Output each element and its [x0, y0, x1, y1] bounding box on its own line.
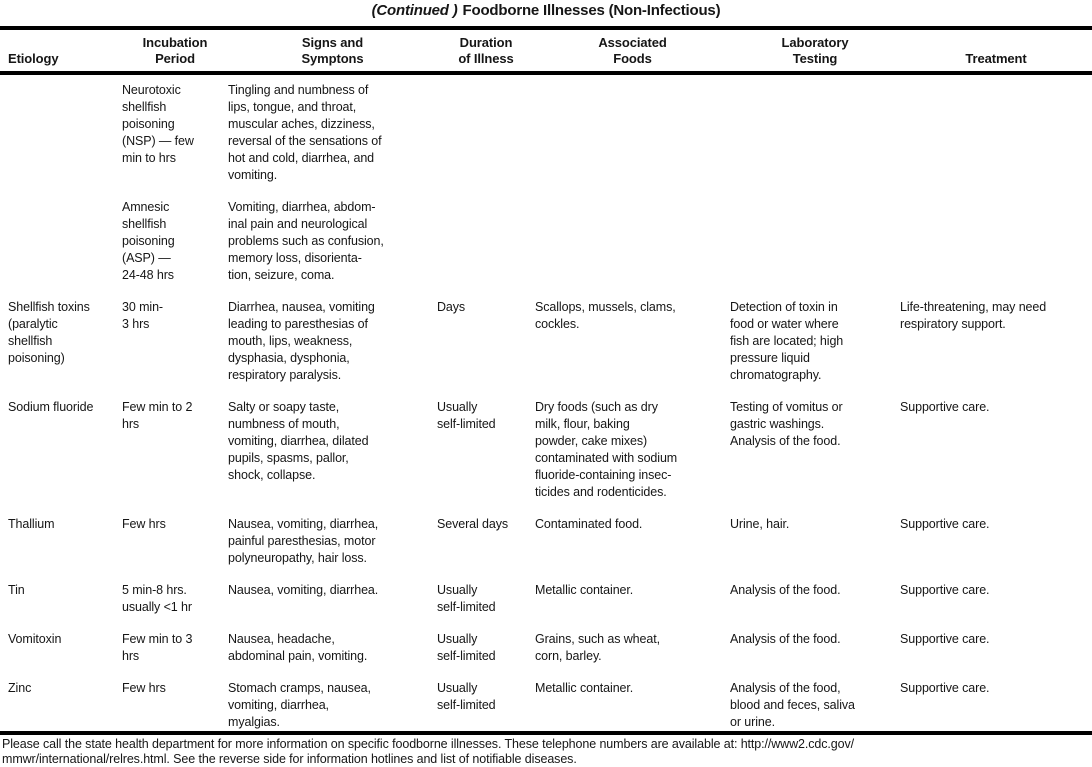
cell-incubation-period: Few min to 3 hrs — [122, 632, 193, 663]
table-row-amnesic-shellfish-poisoning: Amnesic shellfish poisoning (ASP) — 24-4… — [0, 199, 1092, 299]
table-body: Neurotoxic shellfish poisoning (NSP) — f… — [0, 75, 1092, 731]
column-header-laboratory-testing: Laboratory Testing — [781, 35, 849, 66]
cell-incubation-period: 5 min-8 hrs. usually <1 hr — [122, 583, 192, 614]
cell-incubation-period: Amnesic shellfish poisoning (ASP) — 24-4… — [122, 200, 175, 282]
cell-treatment: Supportive care. — [900, 583, 990, 597]
cell-treatment: Life-threatening, may need respiratory s… — [900, 300, 1047, 331]
cell-duration-of-illness: Usually self-limited — [437, 681, 496, 712]
column-header-incubation-period: Incubation Period — [142, 35, 208, 66]
cell-duration-of-illness — [437, 82, 535, 184]
cell-associated-foods: Grains, such as wheat, corn, barley. — [535, 632, 660, 663]
page-title: (Continued ) Foodborne Illnesses (Non-Inf… — [0, 0, 1092, 26]
cell-signs-and-symptoms: Tingling and numbness of lips, tongue, a… — [228, 83, 382, 182]
cell-signs-and-symptoms: Nausea, vomiting, diarrhea, painful pare… — [228, 517, 379, 565]
cell-associated-foods: Contaminated food. — [535, 517, 643, 531]
cell-signs-and-symptoms: Stomach cramps, nausea, vomiting, diarrh… — [228, 681, 371, 729]
cell-associated-foods: Metallic container. — [535, 681, 634, 695]
cell-signs-and-symptoms: Nausea, headache, abdominal pain, vomiti… — [228, 632, 368, 663]
table-row-neurotoxic-shellfish-poisoning: Neurotoxic shellfish poisoning (NSP) — f… — [0, 82, 1092, 199]
cell-duration-of-illness: Usually self-limited — [437, 583, 496, 614]
cell-laboratory-testing: Analysis of the food. — [730, 632, 841, 646]
cell-etiology: Zinc — [8, 681, 32, 695]
cell-duration-of-illness — [437, 199, 535, 284]
cell-incubation-period: Few hrs — [122, 681, 166, 695]
divider-above-footer — [0, 731, 1092, 735]
cell-laboratory-testing: Detection of toxin in food or water wher… — [730, 300, 844, 382]
table-row-shellfish-toxins: Shellfish toxins (paralytic shellfish po… — [0, 299, 1092, 399]
title-main-label: Foodborne Illnesses (Non-Infectious) — [462, 2, 721, 19]
cell-treatment: Supportive care. — [900, 400, 990, 414]
table-row-tin: Tin 5 min-8 hrs. usually <1 hr Nausea, v… — [0, 582, 1092, 631]
cell-signs-and-symptoms: Salty or soapy taste, numbness of mouth,… — [228, 400, 369, 482]
table-row-sodium-fluoride: Sodium fluoride Few min to 2 hrs Salty o… — [0, 399, 1092, 516]
cell-etiology: Sodium fluoride — [8, 400, 94, 414]
cell-treatment: Supportive care. — [900, 632, 990, 646]
table-header-row: Etiology Incubation Period Signs and Sym… — [0, 30, 1092, 71]
cell-incubation-period: 30 min- 3 hrs — [122, 300, 163, 331]
cell-treatment — [900, 199, 1092, 284]
column-header-signs-and-symptoms: Signs and Symptons — [301, 35, 364, 66]
cell-etiology: Shellfish toxins (paralytic shellfish po… — [8, 300, 90, 365]
table-row-vomitoxin: Vomitoxin Few min to 3 hrs Nausea, heada… — [0, 631, 1092, 680]
cell-duration-of-illness: Days — [437, 300, 466, 314]
cell-laboratory-testing — [730, 199, 900, 284]
cell-associated-foods: Scallops, mussels, clams, cockles. — [535, 300, 676, 331]
divider-under-header — [0, 71, 1092, 75]
cell-laboratory-testing — [730, 82, 900, 184]
cell-incubation-period: Neurotoxic shellfish poisoning (NSP) — f… — [122, 83, 194, 165]
footer-note: Please call the state health department … — [2, 737, 855, 766]
column-header-associated-foods: Associated Foods — [598, 35, 667, 66]
column-header-duration-of-illness: Duration of Illness — [458, 35, 514, 66]
cell-associated-foods: Dry foods (such as dry milk, flour, baki… — [535, 400, 678, 499]
cell-treatment: Supportive care. — [900, 517, 990, 531]
cell-etiology: Thallium — [8, 517, 55, 531]
cell-laboratory-testing: Testing of vomitus or gastric washings. … — [730, 400, 843, 448]
cell-duration-of-illness: Usually self-limited — [437, 400, 496, 431]
cell-laboratory-testing: Analysis of the food. — [730, 583, 841, 597]
cell-etiology: Vomitoxin — [8, 632, 62, 646]
cell-signs-and-symptoms: Diarrhea, nausea, vomiting leading to pa… — [228, 300, 375, 382]
cell-etiology — [0, 199, 122, 284]
cell-associated-foods — [535, 199, 730, 284]
cell-incubation-period: Few min to 2 hrs — [122, 400, 193, 431]
cell-laboratory-testing: Analysis of the food, blood and feces, s… — [730, 681, 855, 729]
cell-signs-and-symptoms: Nausea, vomiting, diarrhea. — [228, 583, 379, 597]
cell-associated-foods — [535, 82, 730, 184]
cell-incubation-period: Few hrs — [122, 517, 166, 531]
title-continued-label: (Continued ) — [371, 2, 458, 19]
table-row-zinc: Zinc Few hrs Stomach cramps, nausea, vom… — [0, 680, 1092, 731]
cell-duration-of-illness: Several days — [437, 517, 509, 531]
cell-treatment: Supportive care. — [900, 681, 990, 695]
column-header-etiology: Etiology — [8, 51, 59, 66]
cell-treatment — [900, 82, 1092, 184]
table-row-thallium: Thallium Few hrs Nausea, vomiting, diarr… — [0, 516, 1092, 582]
column-header-treatment: Treatment — [965, 51, 1027, 66]
cell-etiology — [0, 82, 122, 184]
cell-duration-of-illness: Usually self-limited — [437, 632, 496, 663]
cell-etiology: Tin — [8, 583, 25, 597]
cell-associated-foods: Metallic container. — [535, 583, 634, 597]
cell-laboratory-testing: Urine, hair. — [730, 517, 790, 531]
divider-under-title — [0, 26, 1092, 30]
cell-signs-and-symptoms: Vomiting, diarrhea, abdom- inal pain and… — [228, 200, 384, 282]
